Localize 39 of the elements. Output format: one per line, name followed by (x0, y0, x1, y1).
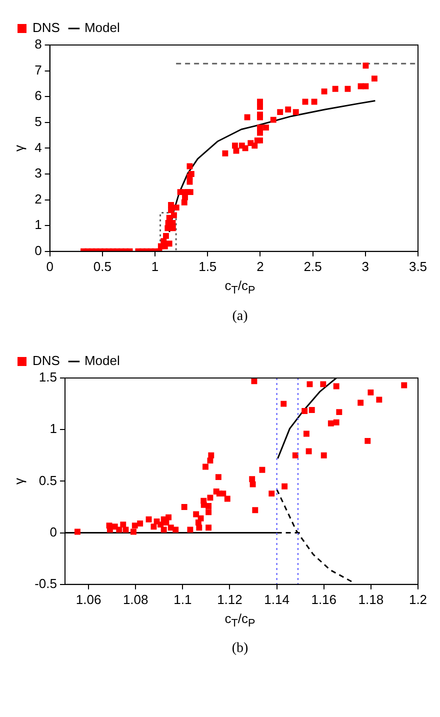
legend-label: DNS (32, 20, 60, 36)
y-tick-label: 1 (50, 420, 57, 436)
y-tick-label: 3 (34, 166, 42, 181)
y-tick-label: -0.5 (34, 576, 57, 591)
x-tick-label: 0.5 (93, 258, 112, 274)
y-axis-title: γ (11, 144, 26, 152)
y-tick-label: 7 (34, 62, 42, 78)
legend-label: Model (84, 352, 120, 368)
text: (a) (231, 308, 249, 325)
y-tick-label: 0 (50, 524, 57, 539)
y-tick-label: 8 (34, 36, 42, 52)
y-axis-title: γ (11, 477, 26, 484)
y-tick-label: 1 (34, 217, 42, 232)
x-axis-title: c$_{T}$/c$_{P}$ (224, 610, 256, 630)
x-tick-label: 1 (151, 258, 159, 274)
x-tick-label: 1.18 (358, 591, 384, 606)
y-tick-label: 2 (34, 191, 42, 206)
x-tick-label: 2 (256, 258, 264, 274)
y-tick-label: 4 (34, 140, 42, 155)
text: (b) (230, 641, 250, 658)
legend-label: DNS (32, 352, 60, 368)
y-tick-label: 5 (34, 114, 42, 129)
x-tick-label: 1.14 (264, 591, 290, 606)
x-tick-label: 2.5 (304, 258, 322, 274)
x-tick-label: 1.16 (311, 591, 337, 606)
x-axis-title: c$_{T}$/c$_{P}$ (224, 278, 256, 297)
y-tick-label: 1.5 (38, 369, 57, 384)
x-tick-label: 1.12 (217, 591, 242, 606)
y-tick-label: 0 (34, 242, 42, 258)
x-tick-label: 1.2 (408, 591, 428, 606)
x-tick-label: 1.08 (122, 591, 148, 606)
x-tick-label: 1.5 (198, 258, 217, 274)
x-tick-label: 1.1 (174, 591, 192, 606)
x-tick-label: 3 (362, 258, 370, 274)
x-tick-label: 1.06 (76, 591, 102, 606)
y-tick-label: 0.5 (38, 472, 57, 488)
x-tick-label: 3.5 (408, 258, 428, 274)
legend-label: Model (84, 20, 120, 36)
y-tick-label: 6 (34, 88, 42, 104)
